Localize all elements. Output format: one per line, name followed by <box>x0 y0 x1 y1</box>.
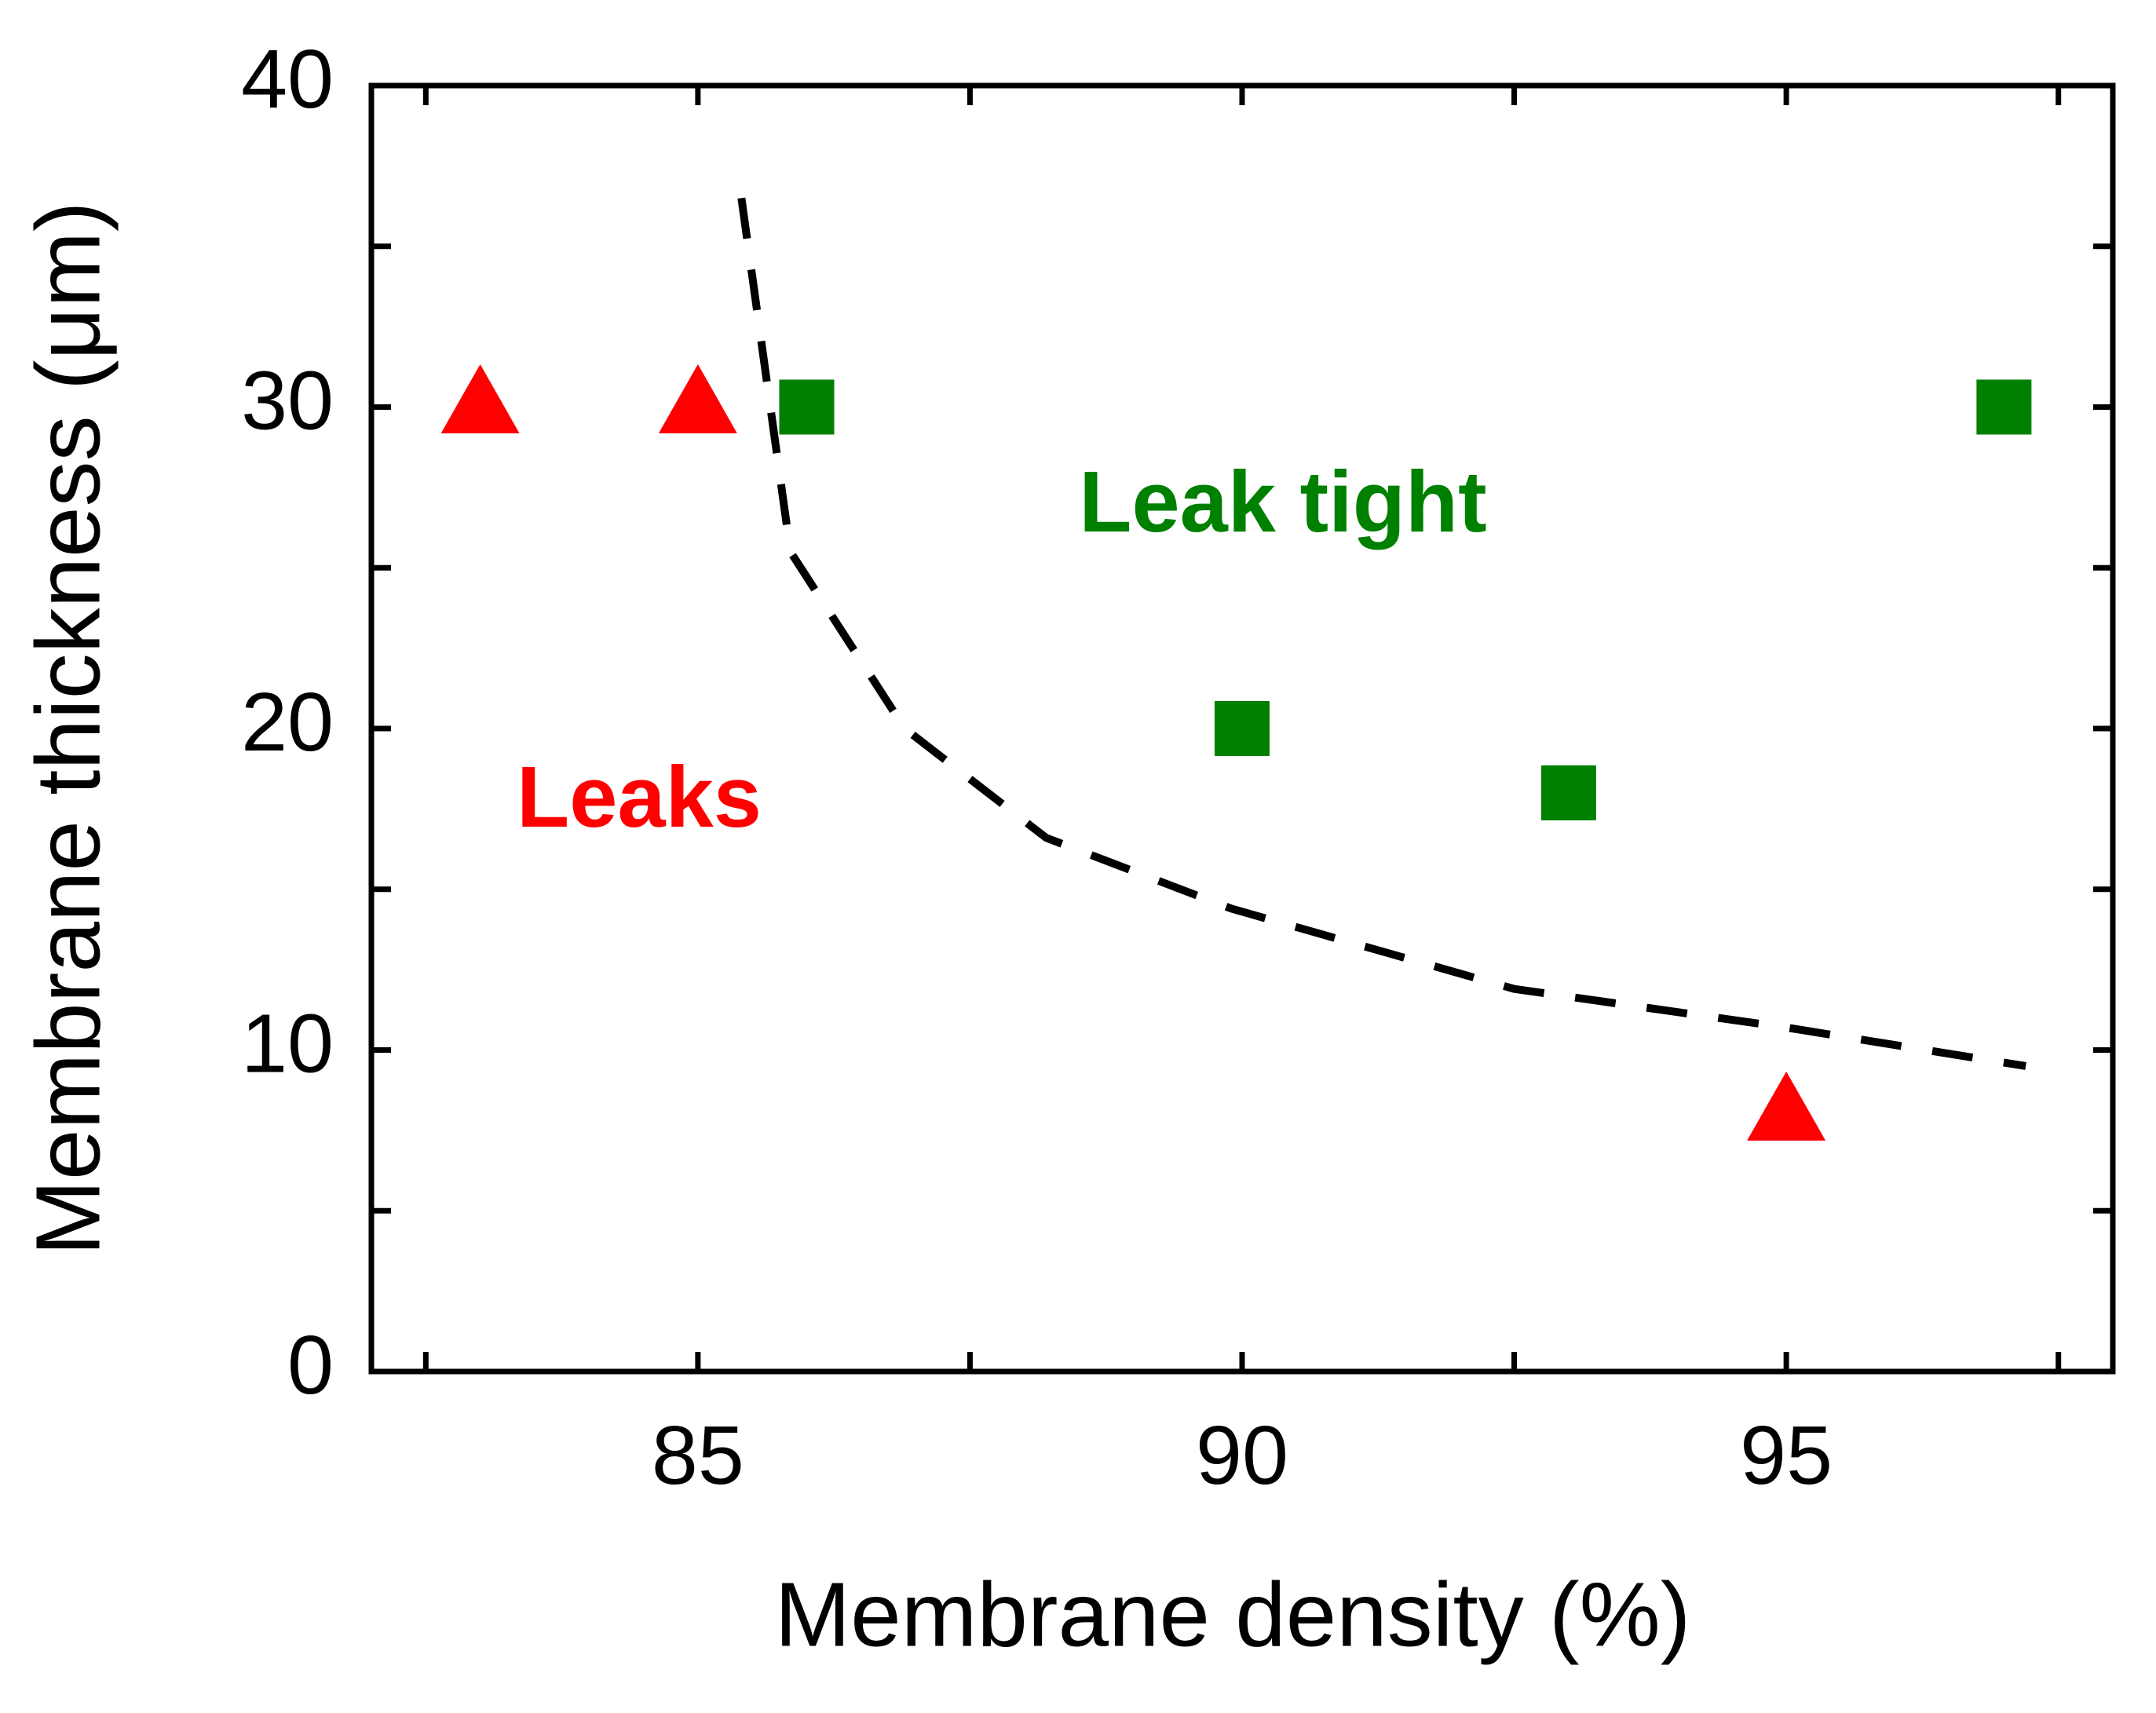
x-tick-label: 90 <box>1196 1409 1288 1502</box>
square-point <box>1540 765 1596 820</box>
annotation: Leaks <box>517 749 762 846</box>
y-tick-label: 40 <box>241 33 334 126</box>
triangle-point <box>658 363 737 433</box>
y-tick-label: 10 <box>241 998 334 1090</box>
x-tick-label: 85 <box>652 1409 744 1502</box>
y-tick-label: 0 <box>287 1319 334 1412</box>
triangle-point <box>1747 1071 1826 1141</box>
fit-curve <box>737 197 2026 1070</box>
x-tick-label: 95 <box>1740 1409 1833 1502</box>
triangle-point <box>440 363 520 433</box>
square-point <box>1976 379 2032 435</box>
square-point <box>1215 701 1270 756</box>
y-axis-title: Membrane thickness (μm) <box>17 201 119 1255</box>
annotation: Leak tight <box>1079 454 1487 550</box>
y-tick-label: 20 <box>241 676 334 769</box>
square-point <box>779 379 835 435</box>
x-axis-title: Membrane density (%) <box>775 1564 1691 1666</box>
y-tick-label: 30 <box>241 355 334 447</box>
